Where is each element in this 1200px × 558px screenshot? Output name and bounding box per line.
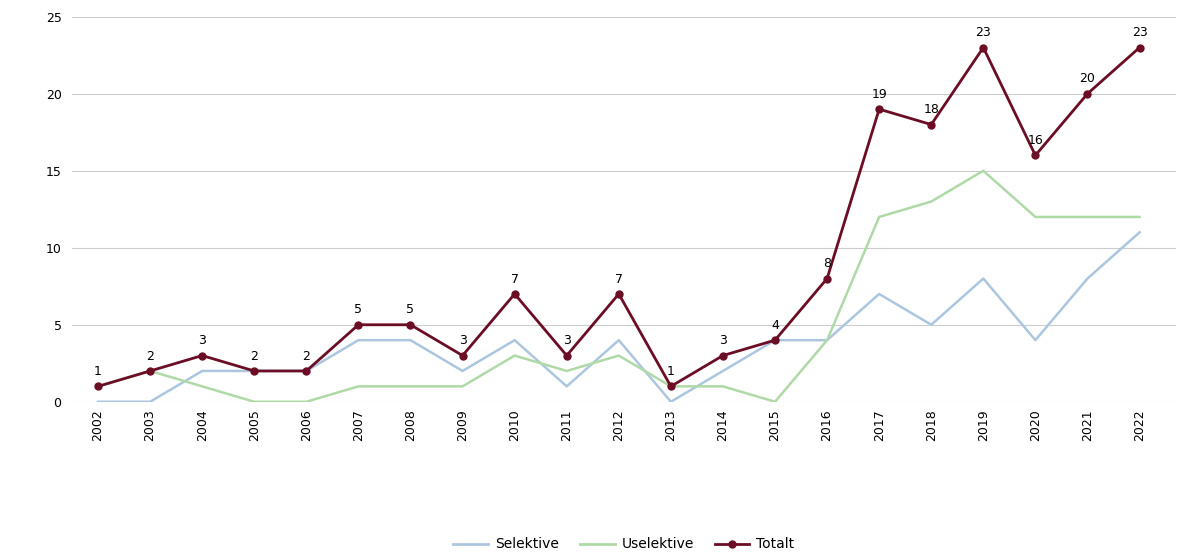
Selektive	[91, 398, 106, 405]
Totalt	[91, 383, 106, 389]
Selektive	[768, 337, 782, 344]
Totalt	[924, 121, 938, 128]
Selektive	[194, 368, 209, 374]
Uselektive	[664, 383, 678, 389]
Line: Selektive: Selektive	[98, 232, 1140, 402]
Totalt	[1028, 152, 1043, 158]
Totalt	[820, 275, 834, 282]
Text: 20: 20	[1080, 73, 1096, 85]
Totalt	[976, 44, 990, 51]
Totalt	[508, 291, 522, 297]
Text: 5: 5	[407, 304, 414, 316]
Uselektive	[194, 383, 209, 389]
Totalt	[455, 352, 469, 359]
Selektive	[352, 337, 366, 344]
Text: 19: 19	[871, 88, 887, 101]
Text: 7: 7	[614, 273, 623, 286]
Uselektive	[508, 352, 522, 359]
Text: 23: 23	[1132, 26, 1147, 39]
Totalt	[715, 352, 730, 359]
Totalt	[247, 368, 262, 374]
Text: 1: 1	[667, 365, 674, 378]
Selektive	[872, 291, 887, 297]
Legend: Selektive, Uselektive, Totalt: Selektive, Uselektive, Totalt	[448, 532, 800, 557]
Line: Totalt: Totalt	[95, 44, 1144, 390]
Totalt	[768, 337, 782, 344]
Text: 1: 1	[94, 365, 102, 378]
Uselektive	[247, 398, 262, 405]
Text: 7: 7	[511, 273, 518, 286]
Selektive	[247, 368, 262, 374]
Uselektive	[559, 368, 574, 374]
Totalt	[352, 321, 366, 328]
Text: 18: 18	[923, 103, 940, 116]
Text: 16: 16	[1027, 134, 1043, 147]
Uselektive	[820, 337, 834, 344]
Selektive	[403, 337, 418, 344]
Uselektive	[1133, 214, 1147, 220]
Uselektive	[872, 214, 887, 220]
Text: 2: 2	[302, 350, 311, 363]
Selektive	[1028, 337, 1043, 344]
Totalt	[1133, 44, 1147, 51]
Text: 5: 5	[354, 304, 362, 316]
Totalt	[299, 368, 313, 374]
Totalt	[559, 352, 574, 359]
Selektive	[976, 275, 990, 282]
Totalt	[143, 368, 157, 374]
Text: 8: 8	[823, 257, 832, 270]
Uselektive	[143, 368, 157, 374]
Uselektive	[403, 383, 418, 389]
Uselektive	[1028, 214, 1043, 220]
Selektive	[299, 368, 313, 374]
Text: 2: 2	[146, 350, 154, 363]
Selektive	[1133, 229, 1147, 235]
Selektive	[715, 368, 730, 374]
Text: 3: 3	[719, 334, 727, 347]
Totalt	[1080, 90, 1094, 97]
Selektive	[508, 337, 522, 344]
Selektive	[1080, 275, 1094, 282]
Text: 4: 4	[772, 319, 779, 332]
Uselektive	[91, 383, 106, 389]
Uselektive	[1080, 214, 1094, 220]
Selektive	[559, 383, 574, 389]
Text: 23: 23	[976, 26, 991, 39]
Text: 3: 3	[198, 334, 206, 347]
Uselektive	[924, 198, 938, 205]
Selektive	[143, 398, 157, 405]
Uselektive	[299, 398, 313, 405]
Selektive	[924, 321, 938, 328]
Totalt	[403, 321, 418, 328]
Uselektive	[455, 383, 469, 389]
Uselektive	[768, 398, 782, 405]
Totalt	[872, 106, 887, 113]
Totalt	[664, 383, 678, 389]
Selektive	[455, 368, 469, 374]
Uselektive	[352, 383, 366, 389]
Selektive	[612, 337, 626, 344]
Selektive	[820, 337, 834, 344]
Uselektive	[976, 167, 990, 174]
Text: 2: 2	[251, 350, 258, 363]
Text: 3: 3	[458, 334, 467, 347]
Uselektive	[715, 383, 730, 389]
Line: Uselektive: Uselektive	[98, 171, 1140, 402]
Totalt	[194, 352, 209, 359]
Selektive	[664, 398, 678, 405]
Uselektive	[612, 352, 626, 359]
Totalt	[612, 291, 626, 297]
Text: 3: 3	[563, 334, 571, 347]
